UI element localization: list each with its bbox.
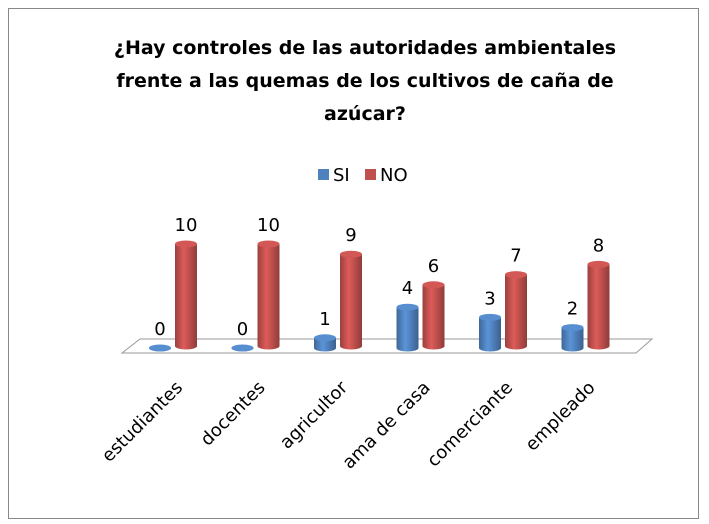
- value-label: 8: [593, 235, 604, 256]
- value-label: 6: [428, 256, 439, 277]
- bar-body: [175, 244, 197, 350]
- bar-top: [396, 303, 419, 311]
- bar: [231, 344, 254, 352]
- value-label: 9: [345, 225, 356, 246]
- bar: [587, 260, 610, 350]
- bar-top: [561, 324, 584, 332]
- bar: [505, 271, 527, 350]
- bar-body: [422, 284, 445, 350]
- value-label: 0: [237, 319, 248, 340]
- bar: [479, 313, 501, 352]
- bar-body: [505, 274, 527, 350]
- bar: [422, 281, 445, 350]
- bar: [561, 324, 584, 352]
- legend-label: SI: [333, 165, 350, 186]
- bar-top: [479, 313, 501, 321]
- bar-body: [561, 327, 584, 352]
- bar-body: [587, 264, 610, 350]
- bar-body: [314, 337, 336, 352]
- bar: [149, 344, 171, 352]
- bar: [314, 334, 336, 352]
- bar-top: [257, 240, 280, 248]
- bar: [175, 240, 197, 350]
- bar: [257, 240, 280, 350]
- bar-top: [340, 250, 362, 258]
- bar-body: [340, 254, 362, 350]
- bar-body: [479, 317, 501, 352]
- value-label: 2: [567, 299, 578, 320]
- bar-top: [314, 334, 336, 342]
- chart-title: ¿Hay controles de las autoridades ambien…: [113, 37, 617, 125]
- bar: [340, 250, 362, 350]
- bar-body: [257, 244, 280, 350]
- bar-top: [149, 344, 171, 352]
- bar: [396, 303, 419, 352]
- value-label: 10: [257, 215, 280, 236]
- legend-label: NO: [380, 165, 408, 186]
- bar-top: [587, 260, 610, 268]
- value-label: 3: [484, 288, 495, 309]
- value-label: 0: [154, 319, 165, 340]
- bar-top: [422, 281, 445, 289]
- bar-top: [505, 271, 527, 279]
- value-label: 7: [510, 246, 521, 267]
- value-label: 4: [402, 278, 413, 299]
- legend-swatch: [318, 169, 329, 180]
- bar-body: [396, 307, 419, 352]
- value-label: 1: [319, 309, 330, 330]
- bar-top: [175, 240, 197, 248]
- value-label: 10: [175, 215, 198, 236]
- bar-top: [231, 344, 254, 352]
- legend-swatch: [365, 169, 376, 180]
